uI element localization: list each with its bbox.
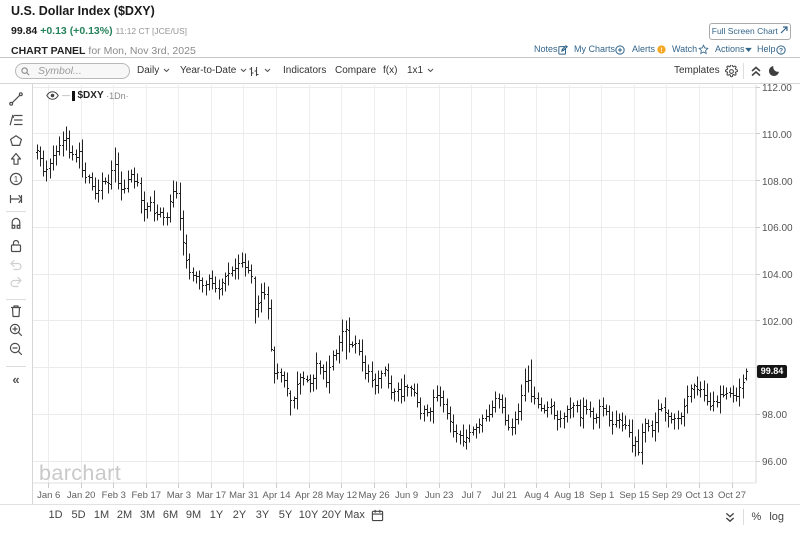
svg-text:?: ? [779,47,783,54]
svg-text:1: 1 [14,175,19,184]
svg-text:!: ! [661,48,663,54]
